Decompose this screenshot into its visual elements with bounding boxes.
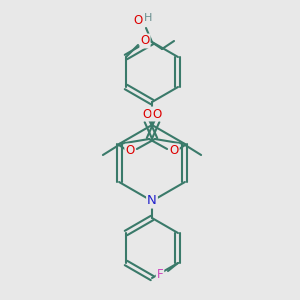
Text: O: O [134, 14, 142, 26]
Text: O: O [125, 145, 134, 158]
Text: F: F [157, 268, 163, 281]
Text: N: N [147, 194, 157, 208]
Text: O: O [140, 34, 150, 47]
Text: O: O [142, 107, 152, 121]
Text: O: O [152, 107, 162, 121]
Text: H: H [144, 13, 152, 23]
Text: O: O [169, 145, 179, 158]
